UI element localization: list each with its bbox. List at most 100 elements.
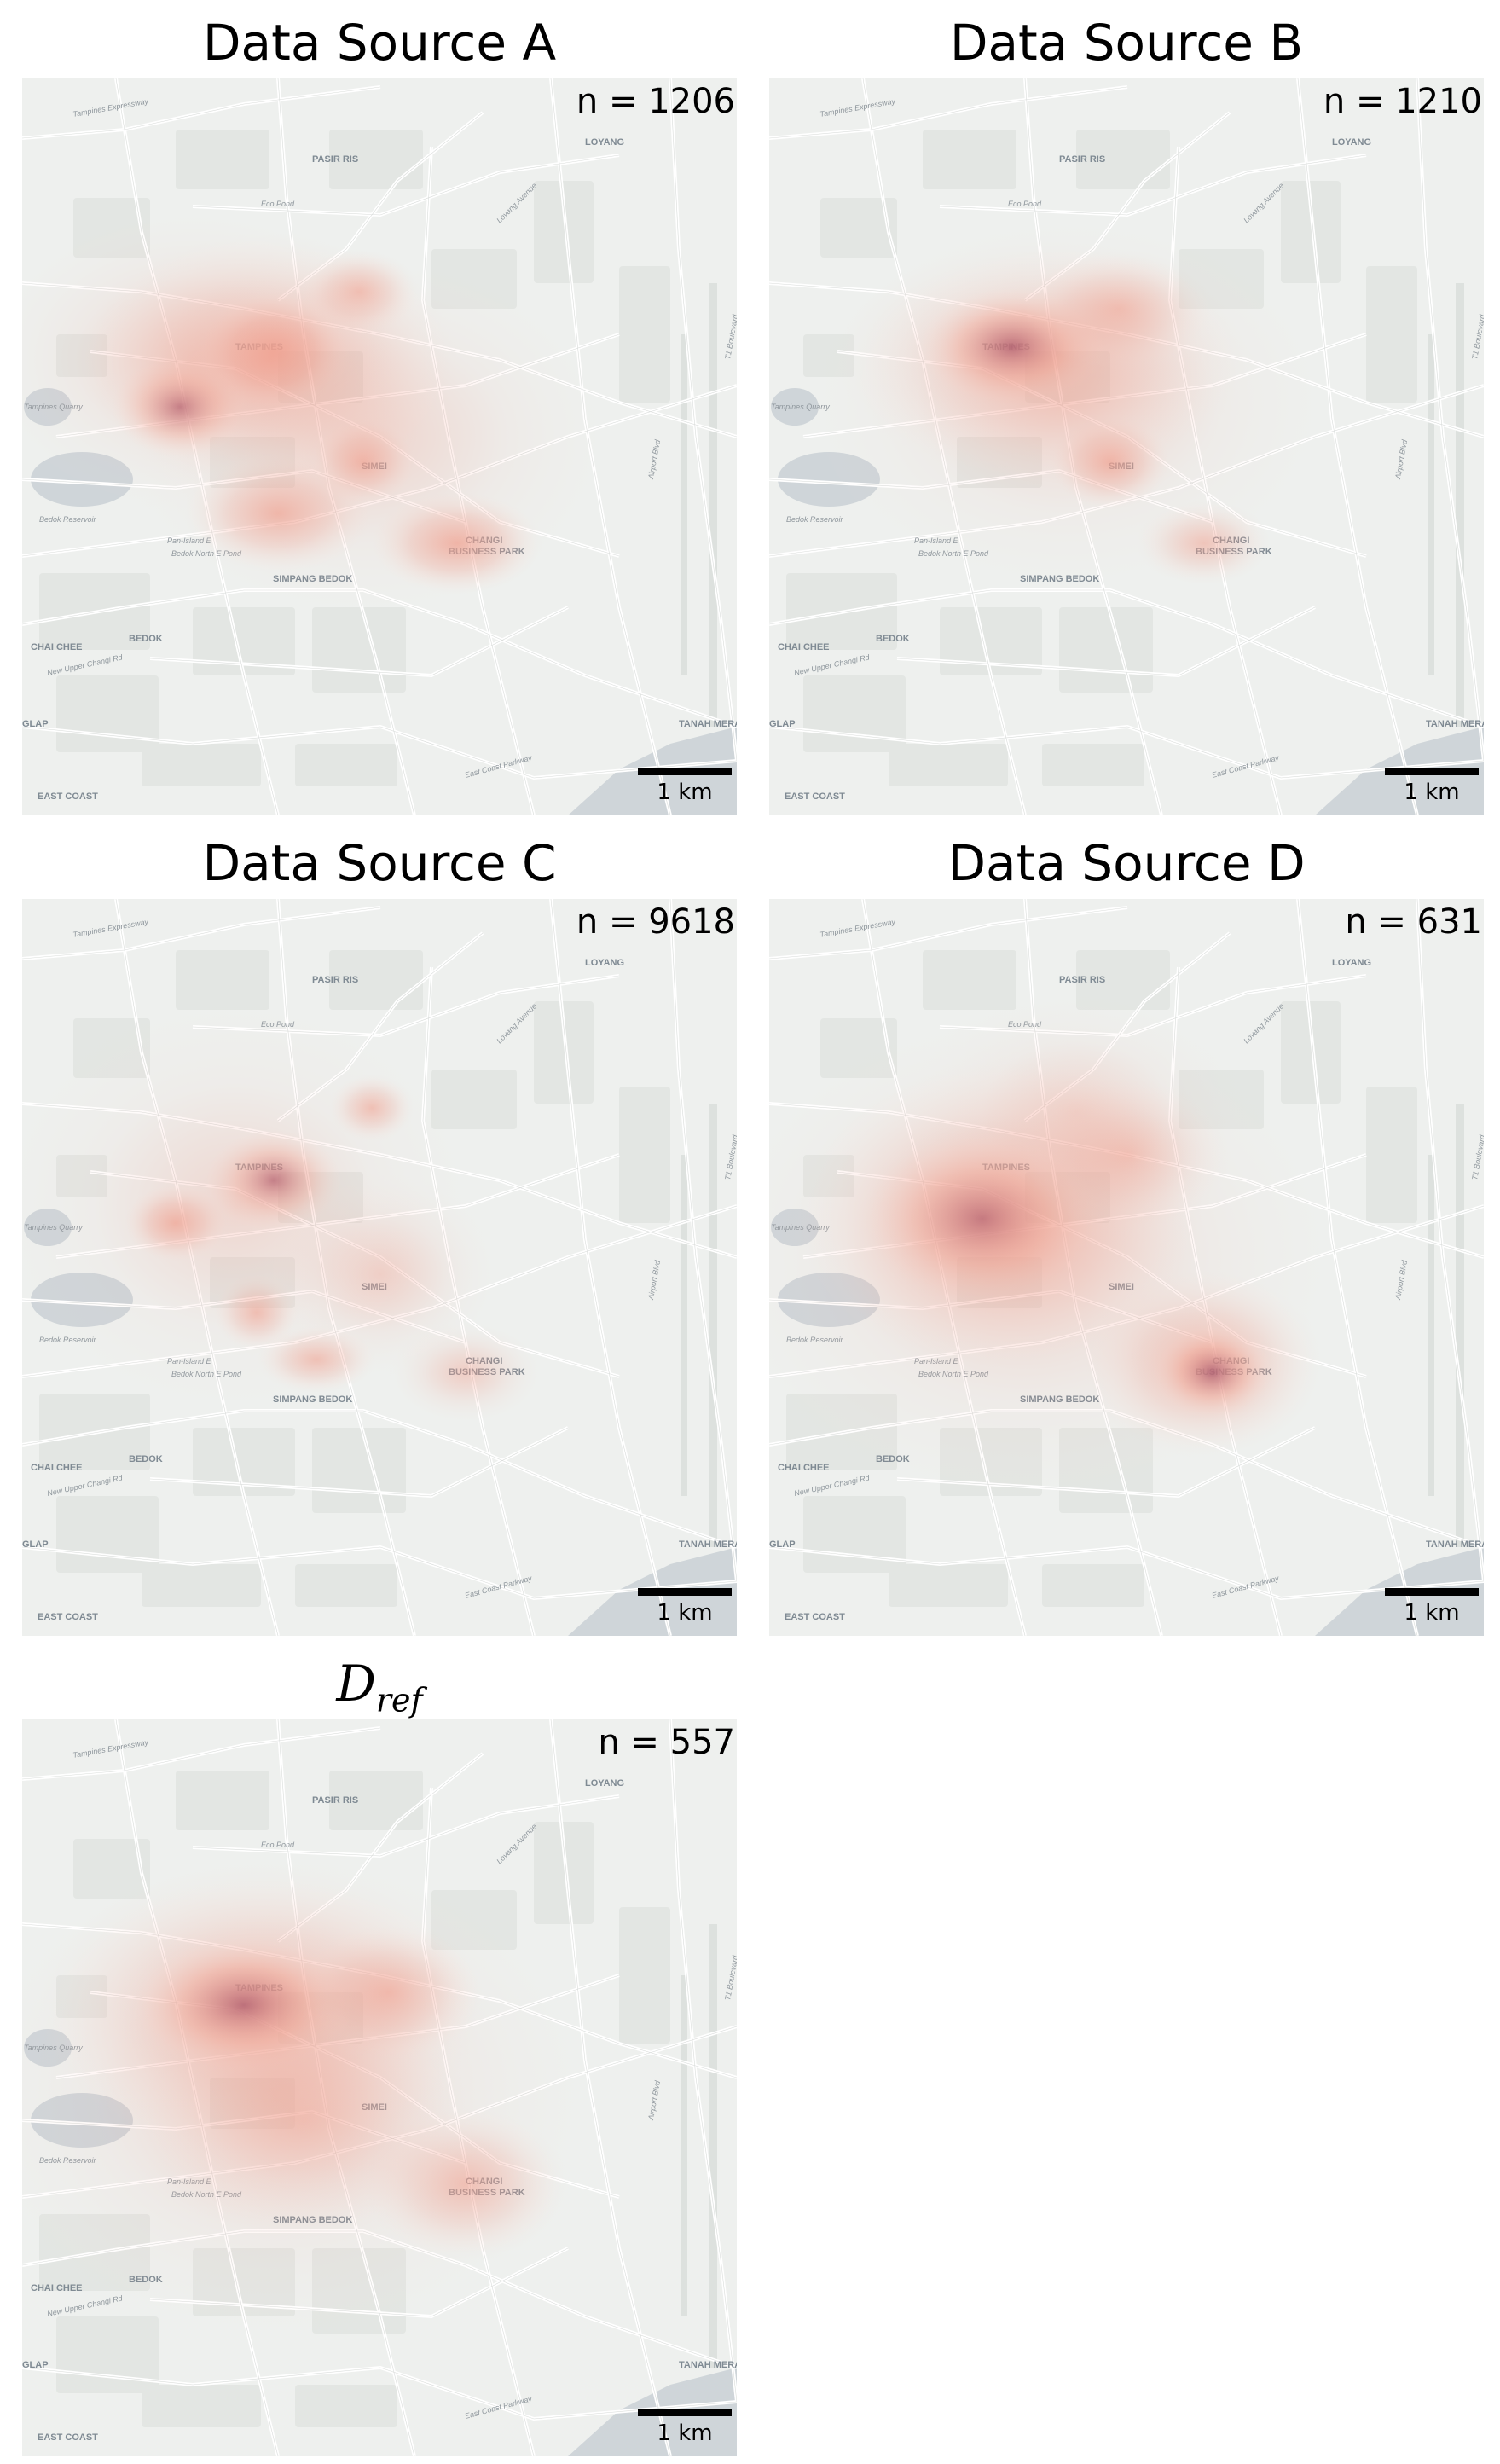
map-built-area: [295, 2385, 397, 2427]
kde-density-layer: [22, 206, 619, 624]
map-built-area: [619, 266, 670, 403]
panel-title: Dref: [22, 1649, 737, 1719]
map-built-area: [56, 675, 159, 752]
map-road-edge: [896, 606, 1316, 676]
map-built-area: [889, 744, 1008, 786]
map-built-area: [142, 2385, 261, 2427]
map-runway: [681, 334, 687, 675]
map-road-edge: [22, 2367, 737, 2420]
map-road-edge: [769, 907, 1128, 960]
map-road-edge: [22, 86, 381, 139]
map-built-area: [1281, 1001, 1341, 1104]
map-road-edge: [550, 899, 671, 1636]
kde-contour-blob: [107, 249, 619, 624]
kde-density-layer: [795, 206, 1341, 599]
map-road-edge: [22, 726, 737, 779]
map-label-loyang: LOYANG: [585, 137, 624, 148]
scale-bar-label: 1 km: [1404, 1600, 1460, 1626]
map-runway: [709, 1104, 717, 1547]
map-road-edge: [22, 1410, 737, 1548]
map-built-area: [803, 1496, 906, 1573]
map-label-pasir-ris: PASIR RIS: [312, 1795, 358, 1806]
map-runway: [1456, 1104, 1464, 1547]
map-label-tanah-merah: TANAH MERAH: [679, 2360, 737, 2370]
map-label-chai-chee: CHAI CHEE: [778, 1463, 830, 1473]
map-label-glap: GLAP: [22, 1539, 49, 1550]
map-label-chai-chee: CHAI CHEE: [31, 642, 83, 652]
panel-title-subscript: ref: [375, 1681, 423, 1719]
map-label-pasir-ris: PASIR RIS: [312, 154, 358, 165]
map-area: PASIR RISLOYANGTAMPINESSIMEICHANGIBUSINE…: [22, 1719, 737, 2456]
map-label-loyang: LOYANG: [1332, 958, 1371, 968]
kde-density-layer: [22, 984, 542, 1428]
scale-bar-line: [1385, 768, 1479, 775]
scale-bar-label: 1 km: [1404, 780, 1460, 805]
kde-contour-blob: [795, 206, 1341, 599]
map-road-edge: [149, 1427, 569, 1497]
map-road-edge: [22, 1546, 737, 1599]
scale-bar: 1 km: [1385, 761, 1479, 805]
map-built-area: [312, 1428, 406, 1513]
map-runway: [1428, 1155, 1434, 1496]
panel-title: Data Source D: [947, 834, 1306, 892]
scale-bar-label: 1 km: [657, 1600, 713, 1626]
map-road-edge: [22, 1727, 381, 1780]
map-label-tanah-merah: TANAH MERAH: [679, 1539, 737, 1550]
map-area: PASIR RISLOYANGTAMPINESSIMEICHANGIBUSINE…: [769, 899, 1484, 1636]
scale-bar-line: [638, 2409, 732, 2416]
map-label-east-coast: EAST COAST: [38, 2432, 98, 2443]
map-label-bedok: BEDOK: [129, 1454, 163, 1464]
map-label-pasir-ris: PASIR RIS: [1059, 154, 1105, 165]
map-label-east-coast: EAST COAST: [785, 791, 845, 802]
sample-count: n = 557: [598, 1723, 735, 1762]
map-label-east-coast: EAST COAST: [38, 1612, 98, 1622]
map-label-eco-pond: Eco Pond: [1008, 200, 1042, 208]
map-road-edge: [669, 1719, 737, 2403]
map-built-area: [534, 1822, 594, 1924]
panel-title-base: D: [336, 1655, 376, 1713]
map-built-area: [1076, 130, 1170, 189]
map-built-area: [1366, 1087, 1417, 1223]
kde-contour-blob: [22, 1839, 602, 2351]
map-built-area: [1059, 607, 1153, 693]
map-label-loyang: LOYANG: [1332, 137, 1371, 148]
map-road-edge: [192, 154, 620, 216]
map-built-area: [534, 181, 594, 283]
map-built-area: [295, 1564, 397, 1607]
map-built-area: [329, 1771, 423, 1830]
kde-density-layer: [769, 984, 1349, 1513]
map-built-area: [176, 130, 269, 189]
map-built-area: [923, 950, 1016, 1010]
scale-bar-label: 1 km: [657, 780, 713, 805]
map-area: PASIR RISLOYANGTAMPINESSIMEICHANGIBUSINE…: [769, 78, 1484, 815]
map-road-edge: [1416, 78, 1484, 762]
map-area: PASIR RISLOYANGTAMPINESSIMEICHANGIBUSINE…: [22, 899, 737, 1636]
map-label-east-coast: EAST COAST: [38, 791, 98, 802]
map-label-tanah-merah: TANAH MERAH: [1426, 1539, 1484, 1550]
map-road-edge: [769, 86, 1128, 139]
scale-bar: 1 km: [1385, 1581, 1479, 1626]
map-built-area: [295, 744, 397, 786]
scale-bar: 1 km: [638, 1581, 732, 1626]
map-label-loyang: LOYANG: [585, 1778, 624, 1789]
sample-count: n = 1206: [576, 82, 735, 121]
map-built-area: [940, 607, 1042, 675]
map-runway: [1456, 283, 1464, 727]
map-label-bedok: BEDOK: [129, 634, 163, 644]
map-label-glap: GLAP: [22, 719, 49, 729]
map-road-edge: [22, 907, 381, 960]
panel-title: Data Source A: [202, 14, 557, 72]
map-label-east-coast: EAST COAST: [785, 1612, 845, 1622]
map-built-area: [329, 130, 423, 189]
kde-contour-blob: [906, 984, 1247, 1240]
map-label-chai-chee: CHAI CHEE: [31, 1463, 83, 1473]
map-built-area: [534, 1001, 594, 1104]
map-built-area: [193, 607, 295, 675]
kde-contour-blob: [261, 1172, 500, 1377]
sample-count: n = 9618: [576, 902, 735, 942]
scale-bar: 1 km: [638, 2402, 732, 2446]
map-label-pasir-ris: PASIR RIS: [1059, 975, 1105, 985]
map-label-bedok-reservoir: Bedok Reservoir: [786, 515, 844, 524]
map-runway: [709, 1924, 717, 2368]
scale-bar-line: [1385, 1588, 1479, 1596]
